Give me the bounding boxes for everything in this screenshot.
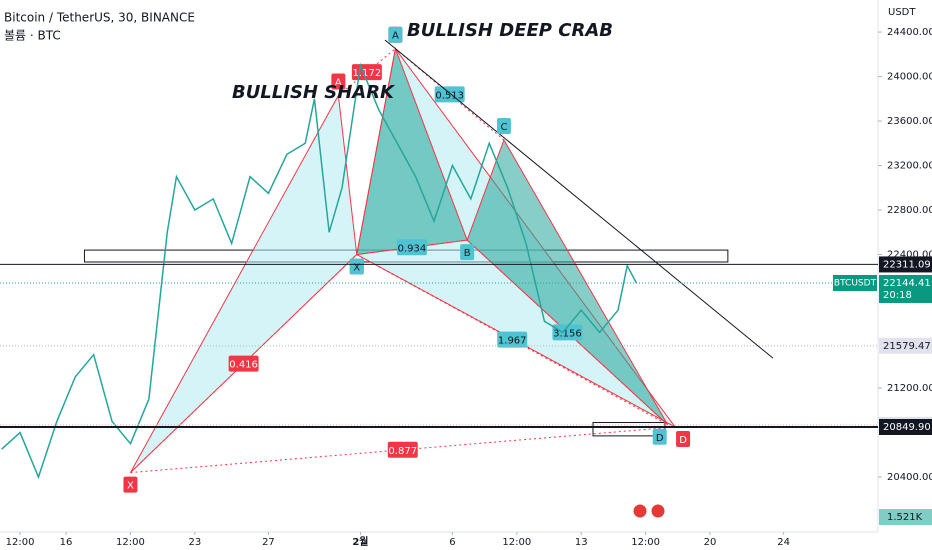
y-tick-label: 20400.00 <box>887 472 932 483</box>
ratio-label: 0.934 <box>398 243 427 254</box>
x-tick-label: 6 <box>449 537 455 548</box>
event-icon[interactable] <box>650 503 666 519</box>
currency: USDT <box>888 7 916 18</box>
ratio-label: 0.877 <box>388 446 417 457</box>
ratio-label: 1.967 <box>498 336 527 347</box>
x-tick-label: 12:00 <box>502 537 531 548</box>
price-tag-label: 20849.90 <box>883 422 931 433</box>
volume-title: 볼륨 · BTC <box>4 29 61 43</box>
pattern-title: BULLISH SHARK <box>232 82 396 103</box>
ratio-label: 3.156 <box>553 328 582 339</box>
ratio-box <box>552 324 583 341</box>
point-box <box>676 430 691 447</box>
ratio-box <box>434 86 465 103</box>
price-tag <box>879 274 932 303</box>
countdown: 20:18 <box>883 290 912 301</box>
x-tick-label: 12:00 <box>116 537 145 548</box>
price-tag <box>879 418 932 435</box>
ratio-box <box>396 239 427 256</box>
x-tick-label: 24 <box>777 537 790 548</box>
ratio-box <box>228 355 259 372</box>
pattern-leg <box>130 254 358 473</box>
point-label: C <box>500 122 507 133</box>
plot: 1.172 0.416 0.877 0.513 0.934 3.156 1.967 X A B C D… <box>0 26 878 493</box>
pattern-leg <box>356 254 668 426</box>
ratio-box <box>387 441 418 458</box>
y-tick-label: 24000.00 <box>887 72 932 83</box>
y-tick-label: 23200.00 <box>887 161 932 172</box>
point-label: B <box>464 248 471 259</box>
point-box <box>496 117 511 134</box>
symbol-title: Bitcoin / TetherUS, 30, BINANCE <box>4 11 195 25</box>
price-tag-label: 22144.41 <box>883 278 931 289</box>
y-tick-label: 22400.00 <box>887 250 932 261</box>
y-tick-label: 22800.00 <box>887 205 932 216</box>
pattern-leg <box>130 426 676 474</box>
ratio-label: 0.416 <box>229 360 258 371</box>
x-tick-label: 16 <box>60 537 73 548</box>
x-tick-label: 23 <box>188 537 201 548</box>
trendline <box>384 39 774 359</box>
y-tick-label: 23600.00 <box>887 116 932 127</box>
price-tag <box>879 337 932 354</box>
price-tag-label: 22311.09 <box>883 259 931 270</box>
point-box <box>388 26 403 43</box>
ticker-tag <box>833 274 877 291</box>
point-label: A <box>392 31 399 42</box>
point-box <box>349 258 364 275</box>
point-box <box>331 73 346 90</box>
volume-tag <box>879 509 932 525</box>
x-tick-label: 13 <box>575 537 588 548</box>
point-box <box>460 244 475 261</box>
pattern-title: BULLISH DEEP CRAB <box>407 20 613 41</box>
ticker-label: BTCUSDT <box>834 278 877 288</box>
price-tag <box>879 256 932 273</box>
point-label: A <box>335 77 342 88</box>
event-icons[interactable] <box>632 503 666 519</box>
point-box <box>123 476 138 493</box>
ratio-label: 1.172 <box>353 68 382 79</box>
point-label: X <box>353 263 360 274</box>
x-tick-label: 12:00 <box>631 537 660 548</box>
x-tick-label: 2월 <box>352 536 368 548</box>
price-tag-label: 21579.47 <box>883 341 931 352</box>
ratio-label: 0.513 <box>435 90 464 101</box>
x-tick-label: 27 <box>262 537 275 548</box>
x-tick-label: 12:00 <box>6 537 35 548</box>
volume-tag-label: 1.521K <box>887 512 923 523</box>
x-tick-label: 20 <box>704 537 717 548</box>
point-label: X <box>127 481 134 492</box>
ratio-box <box>497 331 528 348</box>
point-label: D <box>656 433 664 444</box>
point-box <box>652 428 667 445</box>
point-label: D <box>679 435 687 446</box>
y-tick-label: 21200.00 <box>887 383 932 394</box>
price-line <box>1 62 638 480</box>
event-icon[interactable] <box>632 503 648 519</box>
y-tick-label: 24400.00 <box>887 27 932 38</box>
